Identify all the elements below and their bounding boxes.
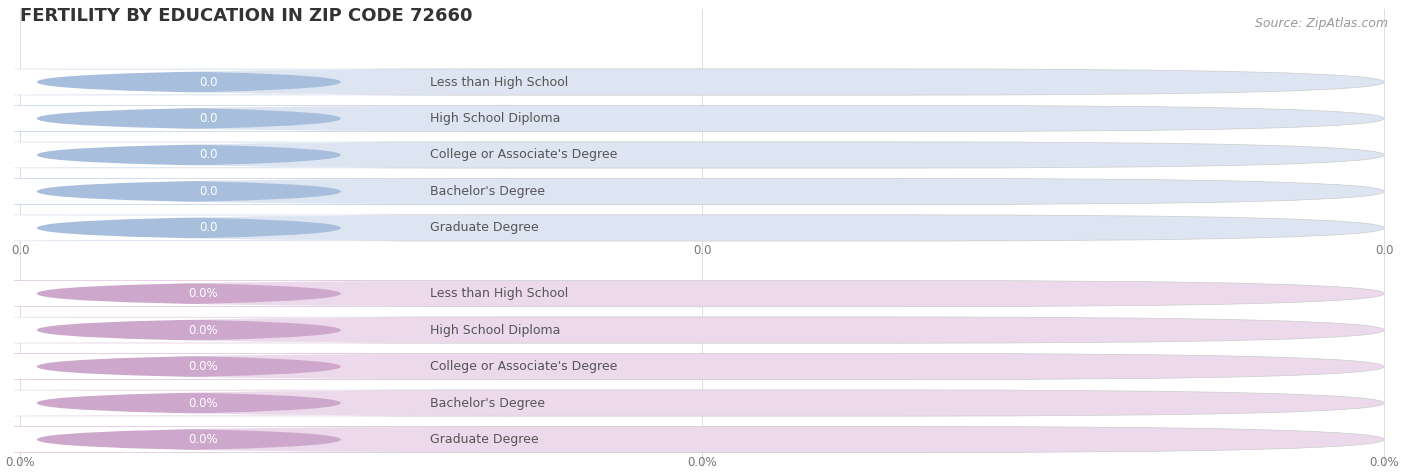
Text: 0.0%: 0.0%: [188, 397, 218, 409]
Text: Bachelor's Degree: Bachelor's Degree: [430, 397, 544, 409]
Text: 0.0%: 0.0%: [688, 456, 717, 468]
Text: Less than High School: Less than High School: [430, 76, 568, 88]
Text: FERTILITY BY EDUCATION IN ZIP CODE 72660: FERTILITY BY EDUCATION IN ZIP CODE 72660: [21, 8, 472, 26]
Text: College or Associate's Degree: College or Associate's Degree: [430, 149, 617, 162]
FancyBboxPatch shape: [21, 215, 1384, 241]
FancyBboxPatch shape: [0, 69, 512, 95]
FancyBboxPatch shape: [0, 106, 512, 131]
Text: 0.0: 0.0: [200, 221, 218, 235]
FancyBboxPatch shape: [0, 390, 512, 416]
FancyBboxPatch shape: [0, 281, 512, 306]
FancyBboxPatch shape: [0, 215, 512, 241]
FancyBboxPatch shape: [0, 105, 512, 132]
FancyBboxPatch shape: [0, 142, 512, 168]
Text: 0.0: 0.0: [200, 112, 218, 125]
Text: 0.0: 0.0: [11, 244, 30, 257]
Text: 0.0: 0.0: [200, 185, 218, 198]
Text: High School Diploma: High School Diploma: [430, 323, 560, 337]
FancyBboxPatch shape: [21, 353, 1384, 380]
Text: College or Associate's Degree: College or Associate's Degree: [430, 360, 617, 373]
Text: Graduate Degree: Graduate Degree: [430, 433, 538, 446]
FancyBboxPatch shape: [21, 105, 1384, 132]
FancyBboxPatch shape: [0, 179, 512, 204]
Text: Source: ZipAtlas.com: Source: ZipAtlas.com: [1254, 17, 1388, 29]
Text: Bachelor's Degree: Bachelor's Degree: [430, 185, 544, 198]
FancyBboxPatch shape: [0, 390, 512, 416]
Text: 0.0: 0.0: [200, 149, 218, 162]
FancyBboxPatch shape: [21, 142, 1384, 168]
FancyBboxPatch shape: [0, 215, 512, 241]
Text: 0.0%: 0.0%: [1369, 456, 1399, 468]
FancyBboxPatch shape: [0, 317, 512, 343]
FancyBboxPatch shape: [0, 353, 512, 380]
FancyBboxPatch shape: [0, 280, 512, 307]
Text: Graduate Degree: Graduate Degree: [430, 221, 538, 235]
Text: 0.0: 0.0: [200, 76, 218, 88]
Text: 0.0%: 0.0%: [188, 323, 218, 337]
Text: 0.0%: 0.0%: [188, 433, 218, 446]
Text: 0.0: 0.0: [693, 244, 711, 257]
FancyBboxPatch shape: [0, 142, 512, 168]
FancyBboxPatch shape: [21, 317, 1384, 343]
FancyBboxPatch shape: [0, 317, 512, 343]
FancyBboxPatch shape: [21, 280, 1384, 307]
Text: 0.0%: 0.0%: [188, 287, 218, 300]
Text: 0.0%: 0.0%: [188, 360, 218, 373]
FancyBboxPatch shape: [0, 427, 512, 452]
FancyBboxPatch shape: [0, 354, 512, 379]
FancyBboxPatch shape: [21, 390, 1384, 416]
Text: 0.0: 0.0: [1375, 244, 1393, 257]
Text: 0.0%: 0.0%: [6, 456, 35, 468]
FancyBboxPatch shape: [0, 427, 512, 453]
FancyBboxPatch shape: [0, 178, 512, 205]
FancyBboxPatch shape: [0, 69, 512, 95]
FancyBboxPatch shape: [21, 427, 1384, 453]
Text: High School Diploma: High School Diploma: [430, 112, 560, 125]
FancyBboxPatch shape: [21, 69, 1384, 95]
Text: Less than High School: Less than High School: [430, 287, 568, 300]
FancyBboxPatch shape: [21, 178, 1384, 205]
